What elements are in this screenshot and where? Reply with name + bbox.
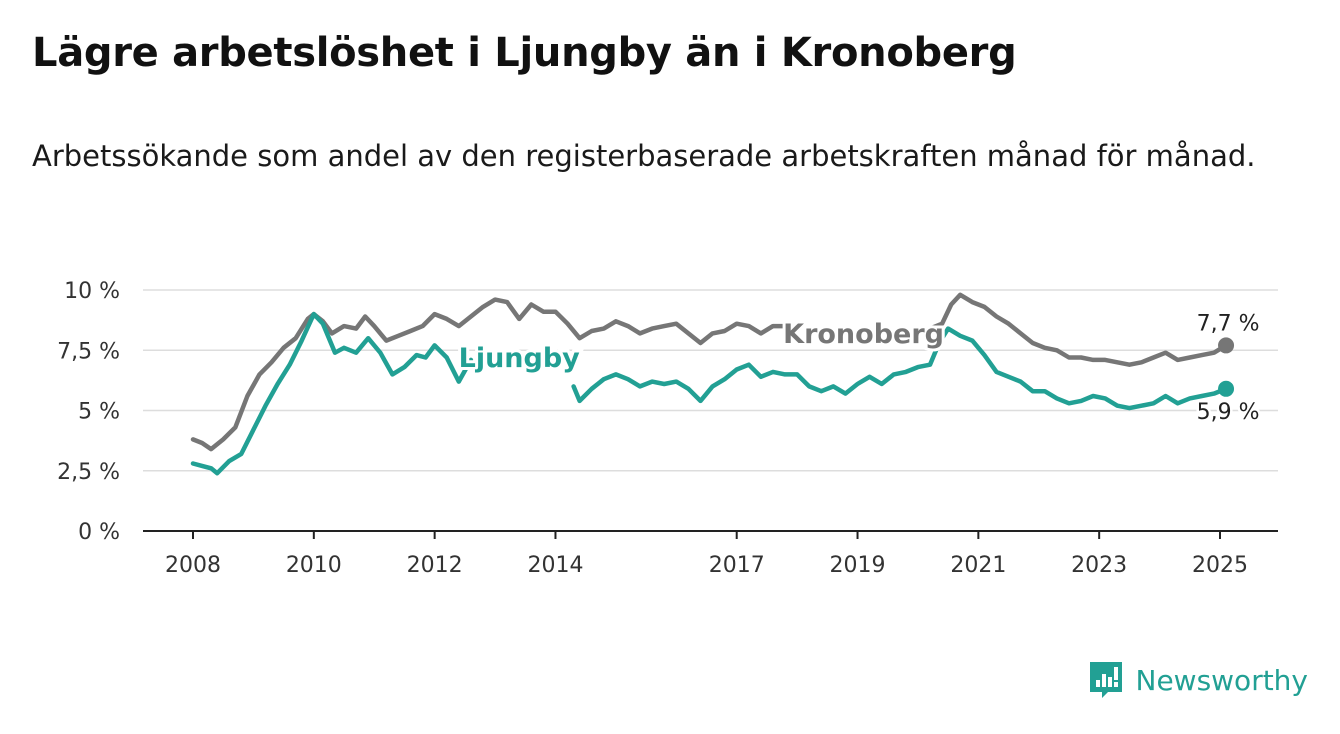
- newsworthy-brand: Newsworthy: [1088, 660, 1309, 700]
- y-tick-label-2: 5 %: [78, 400, 120, 425]
- x-tick-label-8: 2025: [1192, 553, 1248, 578]
- series-end-markers: 7,7 % 5,9 %: [1194, 309, 1262, 427]
- x-tick-label-3: 2014: [527, 553, 583, 578]
- y-tick-label-1: 2,5 %: [57, 460, 120, 485]
- chart-subtitle: Arbetssökande som andel av den registerb…: [32, 139, 1256, 173]
- y-tick-label-4: 10 %: [64, 279, 120, 304]
- chart-title: Lägre arbetslöshet i Ljungby än i Kronob…: [32, 30, 1017, 76]
- series-line-ljungby: [190, 311, 1229, 476]
- x-tick-label-2: 2012: [407, 553, 463, 578]
- x-tick-label-0: 2008: [165, 553, 221, 578]
- y-tick-label-3: 7,5 %: [57, 339, 120, 364]
- end-marker-kronoberg: [1218, 337, 1235, 354]
- end-marker-ljungby: [1218, 380, 1235, 397]
- x-tick-label-4: 2017: [709, 553, 765, 578]
- newsworthy-logo-icon: [1089, 662, 1122, 698]
- x-tick-label-7: 2023: [1071, 553, 1127, 578]
- series-label-ljungby: Ljungby: [459, 343, 581, 374]
- series-labels: Kronoberg Ljungby: [456, 316, 947, 377]
- brand-name: Newsworthy: [1135, 663, 1309, 697]
- series-label-kronoberg: Kronoberg: [783, 319, 944, 350]
- series-line-kronoberg: [190, 292, 1229, 452]
- series-lines: [190, 292, 1229, 476]
- y-tick-label-0: 0 %: [78, 520, 120, 545]
- end-value-label-ljungby: 5,9 %: [1197, 400, 1260, 425]
- gridlines: [143, 289, 1278, 532]
- x-tick-label-6: 2021: [950, 553, 1006, 578]
- x-axis-tick-labels: 2008 2010 2012 2014 2017 2019 2021 2023 2025: [165, 531, 1248, 578]
- end-value-label-kronoberg: 7,7 %: [1197, 311, 1260, 336]
- x-tick-label-1: 2010: [286, 553, 342, 578]
- x-tick-label-5: 2019: [830, 553, 886, 578]
- y-axis-tick-labels: 0 % 2,5 % 5 % 7,5 % 10 %: [57, 279, 120, 545]
